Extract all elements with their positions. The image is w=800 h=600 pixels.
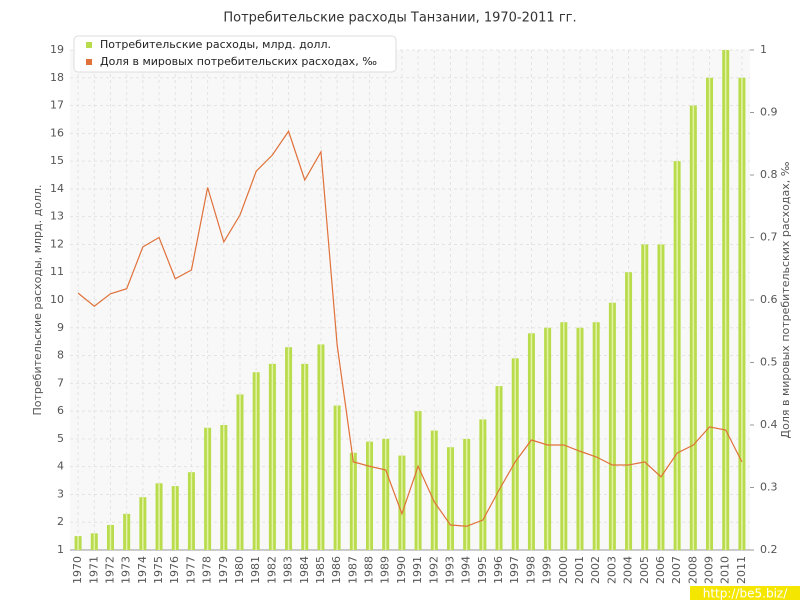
y2-tick-label: 0.9 — [760, 106, 778, 119]
x-tick-label: 2008 — [686, 556, 699, 584]
y-tick-label: 5 — [57, 432, 64, 445]
x-tick-label: 1993 — [443, 556, 456, 584]
chart-title: Потребительские расходы Танзании, 1970-2… — [223, 11, 576, 26]
y-tick-label: 1 — [57, 543, 64, 556]
y-tick-label: 3 — [57, 487, 64, 500]
x-tick-label: 1981 — [249, 556, 262, 584]
y-tick-label: 7 — [57, 376, 64, 389]
y2-tick-label: 0.2 — [760, 543, 778, 556]
y-tick-label: 12 — [50, 237, 64, 250]
x-tick-label: 2002 — [589, 556, 602, 584]
y2-tick-label: 0.6 — [760, 293, 778, 306]
x-tick-label: 1976 — [168, 556, 181, 584]
x-tick-label: 2009 — [703, 556, 716, 584]
x-tick-label: 1975 — [152, 556, 165, 584]
y-tick-label: 14 — [50, 182, 64, 195]
x-tick-label: 1995 — [476, 556, 489, 584]
x-tick-label: 1989 — [379, 556, 392, 584]
x-tick-label: 1999 — [541, 556, 554, 584]
x-tick-label: 1994 — [460, 556, 473, 584]
x-tick-label: 1970 — [71, 556, 84, 584]
x-tick-label: 1974 — [136, 556, 149, 584]
y-tick-label: 6 — [57, 404, 64, 417]
x-tick-label: 1982 — [265, 556, 278, 584]
x-tick-label: 1990 — [395, 556, 408, 584]
watermark-bg — [690, 586, 800, 600]
x-tick-label: 1979 — [217, 556, 230, 584]
y-tick-label: 17 — [50, 99, 64, 112]
y2-tick-label: 0.8 — [760, 168, 778, 181]
y-tick-label: 16 — [50, 126, 64, 139]
x-tick-label: 2000 — [557, 556, 570, 584]
legend: Потребительские расходы, млрд. долл. Доля… — [73, 35, 397, 73]
line — [77, 129, 743, 527]
watermark: http://be5.biz/ — [703, 587, 788, 600]
x-tick-label: 1971 — [87, 556, 100, 584]
legend-label: Потребительские расходы, млрд. долл. — [100, 38, 331, 51]
y-tick-label: 9 — [57, 321, 64, 334]
x-tick-label: 1980 — [233, 556, 246, 584]
x-tick-label: 1996 — [492, 556, 505, 584]
y-tick-label: 10 — [50, 293, 64, 306]
y-tick-label: 19 — [50, 43, 64, 56]
x-tick-label: 1985 — [314, 556, 327, 584]
x-tick-label: 2003 — [605, 556, 618, 584]
x-tick-label: 2010 — [719, 556, 732, 584]
y-tick-label: 11 — [50, 265, 64, 278]
x-tick-label: 2005 — [638, 556, 651, 584]
y2-axis-label: Доля в мировых потребительских расходах,… — [779, 161, 792, 438]
y2-tick-label: 0.3 — [760, 481, 778, 494]
x-tick-label: 2004 — [622, 556, 635, 584]
x-tick-label: 1973 — [120, 556, 133, 584]
x-tick-label: 1988 — [363, 556, 376, 584]
legend-box — [73, 35, 397, 73]
x-tick-label: 2011 — [735, 556, 748, 584]
x-tick-label: 2007 — [670, 556, 683, 584]
x-tick-label: 1997 — [508, 556, 521, 584]
x-tick-label: 1977 — [184, 556, 197, 584]
x-tick-label: 1992 — [427, 556, 440, 584]
x-tick-label: 2001 — [573, 556, 586, 584]
y2-tick-label: 0.7 — [760, 231, 778, 244]
x-tick-label: 2006 — [654, 556, 667, 584]
y-tick-label: 4 — [57, 460, 64, 473]
y-tick-label: 15 — [50, 154, 64, 167]
y-tick-label: 2 — [57, 515, 64, 528]
x-tick-label: 1987 — [346, 556, 359, 584]
legend-marker — [86, 42, 92, 48]
y-tick-label: 8 — [57, 349, 64, 362]
y2-tick-label: 0.4 — [760, 418, 778, 431]
x-tick-label: 1991 — [411, 556, 424, 584]
y-tick-label: 13 — [50, 210, 64, 223]
y-axis-label: Потребительские расходы, млрд. долл. — [31, 185, 44, 416]
x-tick-label: 1983 — [282, 556, 295, 584]
y2-tick-label: 1 — [760, 43, 767, 56]
x-tick-label: 1978 — [201, 556, 214, 584]
x-tick-label: 1984 — [298, 556, 311, 584]
legend-marker — [86, 59, 92, 65]
x-tick-label: 1998 — [524, 556, 537, 584]
legend-label: Доля в мировых потребительских расходах,… — [100, 55, 377, 68]
x-tick-label: 1972 — [103, 556, 116, 584]
x-tick-label: 1986 — [330, 556, 343, 584]
y2-tick-label: 0.5 — [760, 356, 778, 369]
y-tick-label: 18 — [50, 71, 64, 84]
